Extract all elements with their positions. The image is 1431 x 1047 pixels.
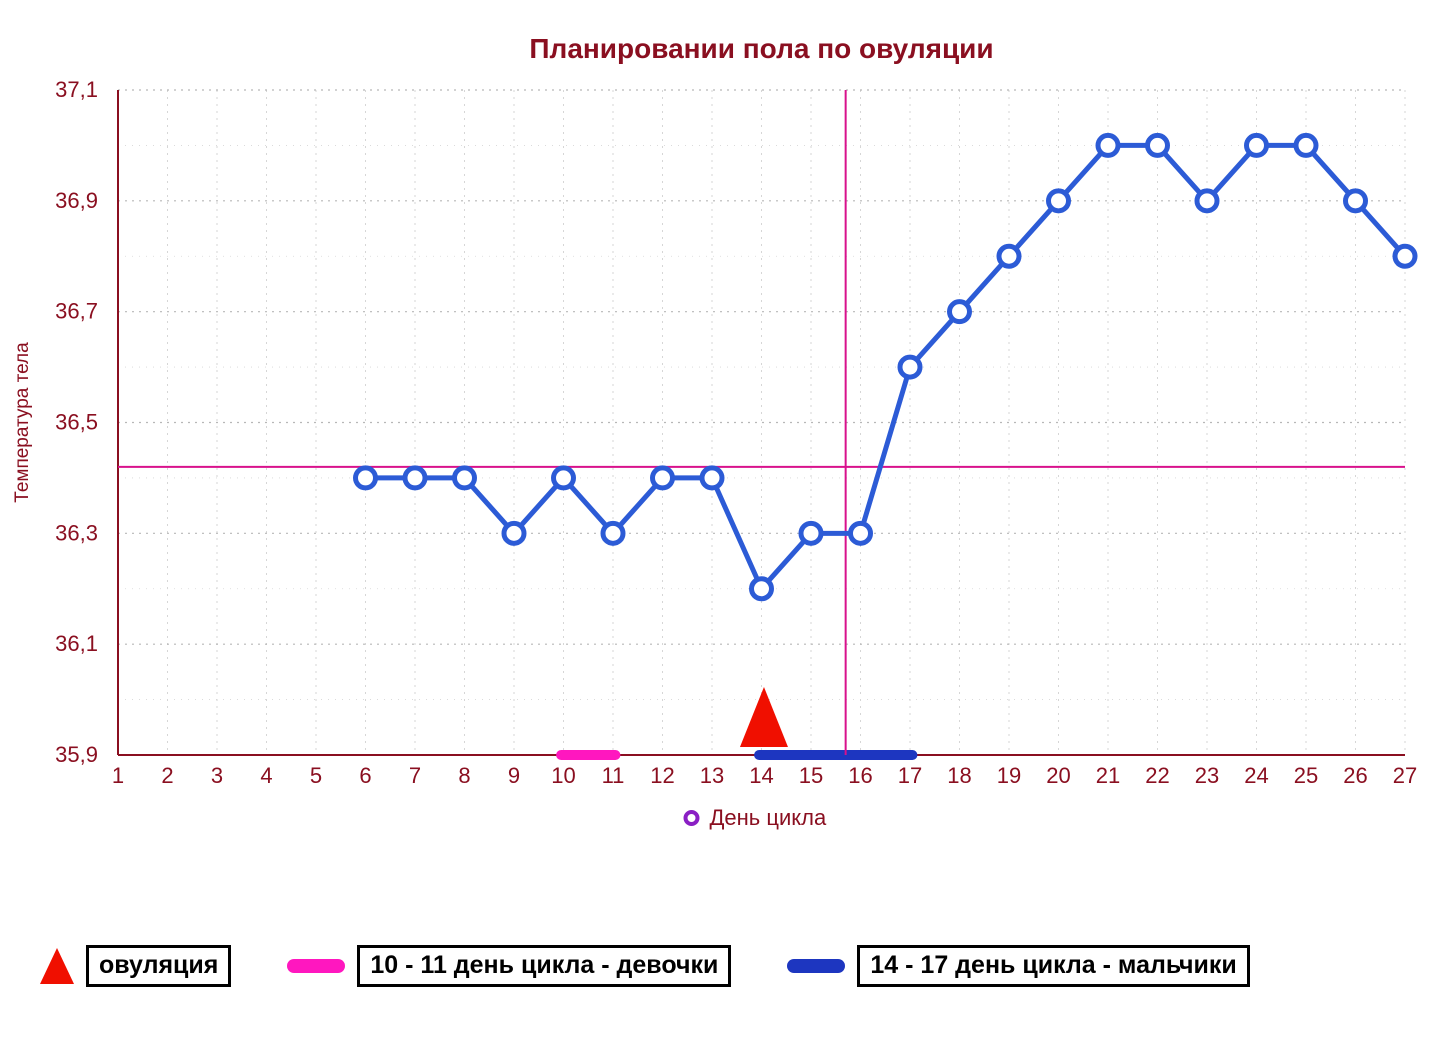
x-tick-label: 19 xyxy=(997,763,1021,788)
x-tick-label: 14 xyxy=(749,763,773,788)
y-tick-label: 35,9 xyxy=(55,742,98,767)
x-tick-label: 9 xyxy=(508,763,520,788)
data-point xyxy=(455,468,475,488)
xlabel-marker-icon xyxy=(686,812,698,824)
x-tick-label: 8 xyxy=(458,763,470,788)
x-tick-label: 18 xyxy=(947,763,971,788)
data-point xyxy=(1148,135,1168,155)
legend-label: 10 - 11 день цикла - девочки xyxy=(357,945,731,987)
cycle-band xyxy=(754,750,917,760)
data-point xyxy=(1049,191,1069,211)
data-point xyxy=(999,246,1019,266)
x-tick-label: 23 xyxy=(1195,763,1219,788)
data-point xyxy=(702,468,722,488)
x-tick-label: 12 xyxy=(650,763,674,788)
data-point xyxy=(752,579,772,599)
x-axis-label: День цикла xyxy=(710,805,827,830)
data-point xyxy=(1247,135,1267,155)
data-point xyxy=(356,468,376,488)
legend-triangle-icon xyxy=(40,948,74,984)
y-tick-label: 36,7 xyxy=(55,299,98,324)
x-tick-label: 13 xyxy=(700,763,724,788)
x-tick-label: 27 xyxy=(1393,763,1417,788)
data-point xyxy=(900,357,920,377)
chart-container: 35,936,136,336,536,736,937,1123456789101… xyxy=(0,0,1431,1047)
data-point xyxy=(554,468,574,488)
x-tick-label: 6 xyxy=(359,763,371,788)
x-tick-label: 26 xyxy=(1343,763,1367,788)
cycle-band xyxy=(556,750,620,760)
legend-item: овуляция xyxy=(40,945,231,987)
legend-label: 14 - 17 день цикла - мальчики xyxy=(857,945,1249,987)
x-tick-label: 24 xyxy=(1244,763,1268,788)
y-tick-label: 36,1 xyxy=(55,631,98,656)
x-tick-label: 3 xyxy=(211,763,223,788)
x-tick-label: 2 xyxy=(161,763,173,788)
data-point xyxy=(851,523,871,543)
data-point xyxy=(950,302,970,322)
data-point xyxy=(504,523,524,543)
x-tick-label: 4 xyxy=(260,763,272,788)
data-point xyxy=(1197,191,1217,211)
legend-item: 10 - 11 день цикла - девочки xyxy=(287,945,731,987)
data-point xyxy=(1098,135,1118,155)
x-tick-label: 20 xyxy=(1046,763,1070,788)
x-tick-label: 17 xyxy=(898,763,922,788)
legend-item: 14 - 17 день цикла - мальчики xyxy=(787,945,1249,987)
x-tick-label: 5 xyxy=(310,763,322,788)
legend-label: овуляция xyxy=(86,945,231,987)
x-tick-label: 11 xyxy=(602,763,625,788)
data-point xyxy=(1346,191,1366,211)
data-point xyxy=(801,523,821,543)
x-tick-label: 25 xyxy=(1294,763,1318,788)
data-point xyxy=(653,468,673,488)
x-tick-label: 10 xyxy=(551,763,575,788)
legend-bar-icon xyxy=(287,959,345,973)
legend-bar-icon xyxy=(787,959,845,973)
data-point xyxy=(1395,246,1415,266)
y-tick-label: 36,3 xyxy=(55,520,98,545)
x-tick-label: 15 xyxy=(799,763,823,788)
data-point xyxy=(405,468,425,488)
x-tick-label: 7 xyxy=(409,763,421,788)
legend: овуляция 10 - 11 день цикла - девочки 14 -… xyxy=(0,945,1431,987)
data-point xyxy=(603,523,623,543)
y-tick-label: 36,9 xyxy=(55,188,98,213)
data-point xyxy=(1296,135,1316,155)
y-tick-label: 36,5 xyxy=(55,410,98,435)
x-tick-label: 1 xyxy=(112,763,124,788)
x-tick-label: 21 xyxy=(1096,763,1120,788)
y-axis-label: Температура тела xyxy=(12,342,33,503)
x-tick-label: 22 xyxy=(1145,763,1169,788)
chart-title: Планировании пола по овуляции xyxy=(529,33,993,64)
x-tick-label: 16 xyxy=(848,763,872,788)
y-tick-label: 37,1 xyxy=(55,77,98,102)
line-chart: 35,936,136,336,536,736,937,1123456789101… xyxy=(0,0,1431,900)
